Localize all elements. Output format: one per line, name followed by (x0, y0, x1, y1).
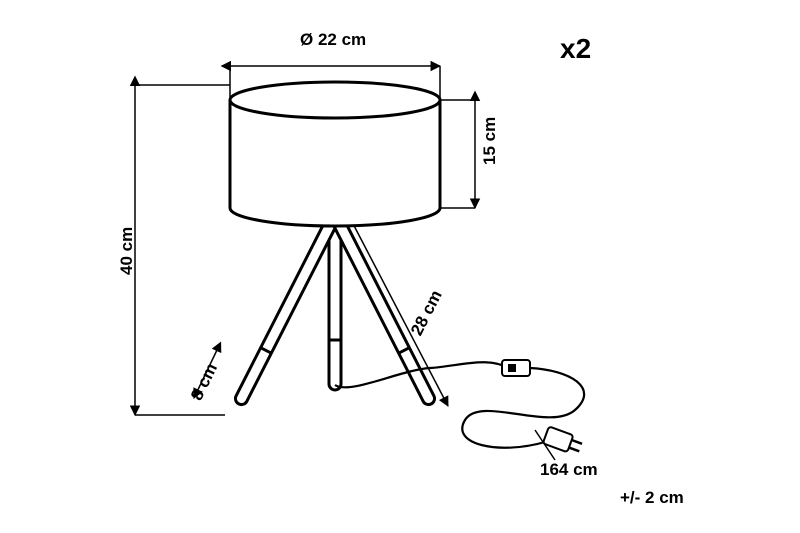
diagram-container: Ø 22 cm x2 15 cm 40 cm 28 cm 8 cm 164 cm… (0, 0, 800, 533)
label-tolerance: +/- 2 cm (620, 488, 684, 508)
label-diameter: Ø 22 cm (300, 30, 366, 50)
lamp-shade (230, 82, 440, 226)
label-shade-height: 15 cm (480, 117, 500, 165)
tripod-legs (233, 210, 436, 407)
leg-left (233, 210, 341, 407)
label-quantity: x2 (560, 33, 591, 65)
label-overall-height: 40 cm (117, 227, 137, 275)
label-cord-length: 164 cm (540, 460, 598, 480)
power-cord (335, 360, 584, 456)
